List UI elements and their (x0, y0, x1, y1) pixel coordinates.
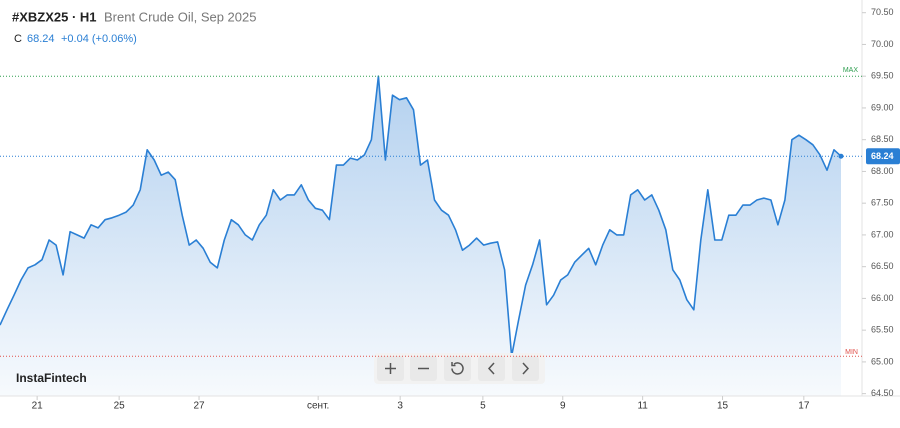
price-line (0, 75, 842, 357)
y-tick-label: 69.50 (871, 71, 894, 81)
brand: InstaFintech (16, 371, 87, 385)
y-tick-label: 69.00 (871, 102, 894, 112)
x-tick-label: 9 (560, 401, 566, 412)
close-value: 68.24 (27, 33, 55, 45)
last-price-tag (866, 148, 900, 165)
toolbar (374, 353, 545, 384)
y-tick-label: 70.50 (871, 7, 894, 17)
scroll-right-button[interactable] (512, 356, 539, 381)
y-tick-label: 65.00 (871, 356, 894, 366)
y-tick-label: 67.50 (871, 198, 894, 208)
change: +0.04 (+0.06%) (61, 33, 137, 45)
y-tick-label: 66.50 (871, 261, 894, 271)
zoom-in-button[interactable] (377, 356, 404, 381)
y-tick-label: 68.50 (871, 134, 894, 144)
instrument: Brent Crude Oil, Sep 2025 (104, 9, 256, 24)
x-tick-label: 5 (480, 401, 486, 412)
y-tick-label: 66.00 (871, 293, 894, 303)
zoom-out-button[interactable] (410, 356, 437, 381)
y-tick-label: 68.00 (871, 166, 894, 176)
max-level-label: MAX (843, 67, 859, 74)
y-tick-label: 65.50 (871, 325, 894, 335)
y-tick-label: 70.00 (871, 39, 894, 49)
x-tick-label: 15 (717, 401, 729, 412)
close-label: C (14, 33, 22, 45)
last-price-label: 68.24 (871, 151, 894, 161)
y-tick-label: 67.00 (871, 229, 894, 239)
x-tick-label: 17 (798, 401, 810, 412)
x-tick-label: сент. (307, 401, 329, 412)
min-level-label: MIN (845, 349, 858, 356)
x-tick-label: 27 (193, 401, 205, 412)
scroll-left-button[interactable] (478, 356, 505, 381)
symbol: #XBZX25 · H1 (12, 9, 97, 24)
x-tick-label: 3 (397, 401, 403, 412)
x-tick-label: 11 (637, 401, 648, 412)
y-tick-label: 64.50 (871, 388, 894, 398)
reset-button[interactable] (444, 356, 471, 381)
x-tick-label: 25 (114, 401, 126, 412)
last-price-dot (838, 153, 844, 159)
area (0, 76, 841, 396)
x-tick-label: 21 (32, 401, 44, 412)
